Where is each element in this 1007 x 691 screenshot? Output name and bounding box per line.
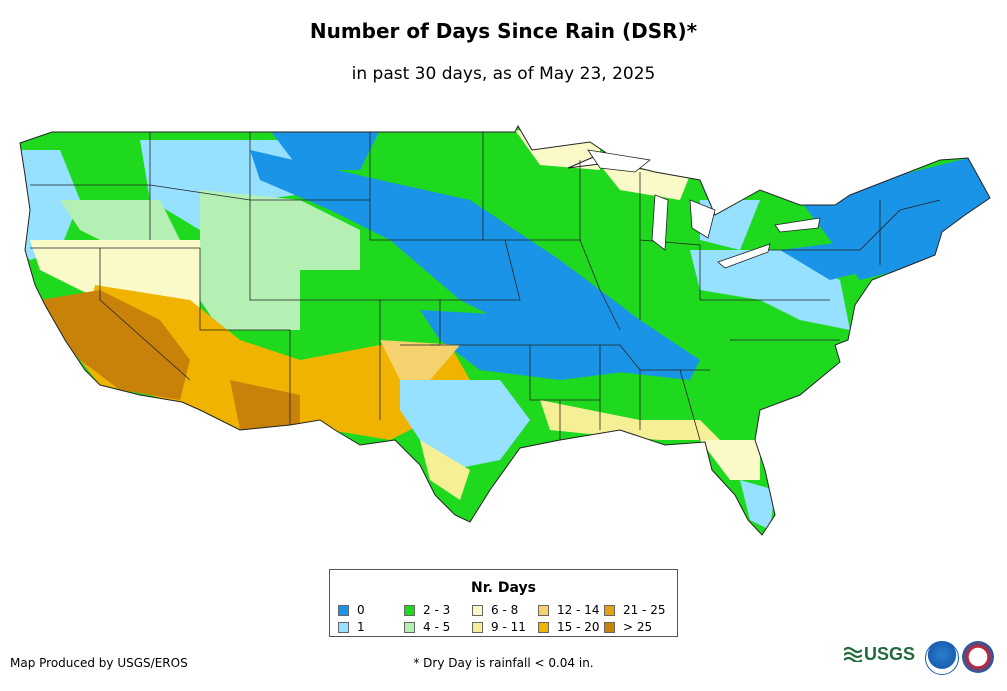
legend-swatch bbox=[538, 605, 549, 616]
noaa-logo bbox=[925, 641, 959, 675]
legend-swatch bbox=[472, 605, 483, 616]
map-subtitle: in past 30 days, as of May 23, 2025 bbox=[351, 64, 656, 84]
legend-item-9: > 25 bbox=[604, 621, 652, 634]
legend-swatch bbox=[604, 622, 615, 633]
lake-erie bbox=[717, 243, 771, 269]
lake-michigan bbox=[651, 194, 669, 251]
legend-item-8: 21 - 25 bbox=[604, 604, 666, 617]
map-credit: Map Produced by USGS/EROS bbox=[10, 656, 188, 670]
lake-huron bbox=[689, 199, 716, 239]
usgs-wave-icon bbox=[843, 646, 863, 664]
legend-item-5: 9 - 11 bbox=[472, 621, 526, 634]
legend-swatch bbox=[604, 605, 615, 616]
lake-ontario bbox=[774, 217, 821, 233]
us-dsr-map bbox=[19, 124, 991, 536]
legend: Nr. Days 0 1 2 - 3 4 - 5 6 - 8 9 - 11 12… bbox=[329, 569, 678, 637]
usgs-logo: USGS bbox=[843, 644, 915, 665]
nws-logo bbox=[962, 641, 994, 673]
legend-swatch bbox=[404, 622, 415, 633]
legend-title: Nr. Days bbox=[471, 580, 536, 596]
legend-item-7: 15 - 20 bbox=[538, 621, 600, 634]
legend-item-4: 6 - 8 bbox=[472, 604, 518, 617]
legend-item-0: 0 bbox=[338, 604, 365, 617]
legend-swatch bbox=[538, 622, 549, 633]
legend-item-2: 2 - 3 bbox=[404, 604, 450, 617]
legend-swatch bbox=[472, 622, 483, 633]
legend-swatch bbox=[338, 622, 349, 633]
footnote: * Dry Day is rainfall < 0.04 in. bbox=[413, 656, 594, 670]
legend-swatch bbox=[338, 605, 349, 616]
legend-swatch bbox=[404, 605, 415, 616]
legend-item-3: 4 - 5 bbox=[404, 621, 450, 634]
legend-item-6: 12 - 14 bbox=[538, 604, 600, 617]
lake-superior bbox=[587, 149, 651, 173]
map-title: Number of Days Since Rain (DSR)* bbox=[309, 19, 698, 43]
legend-item-1: 1 bbox=[338, 621, 365, 634]
